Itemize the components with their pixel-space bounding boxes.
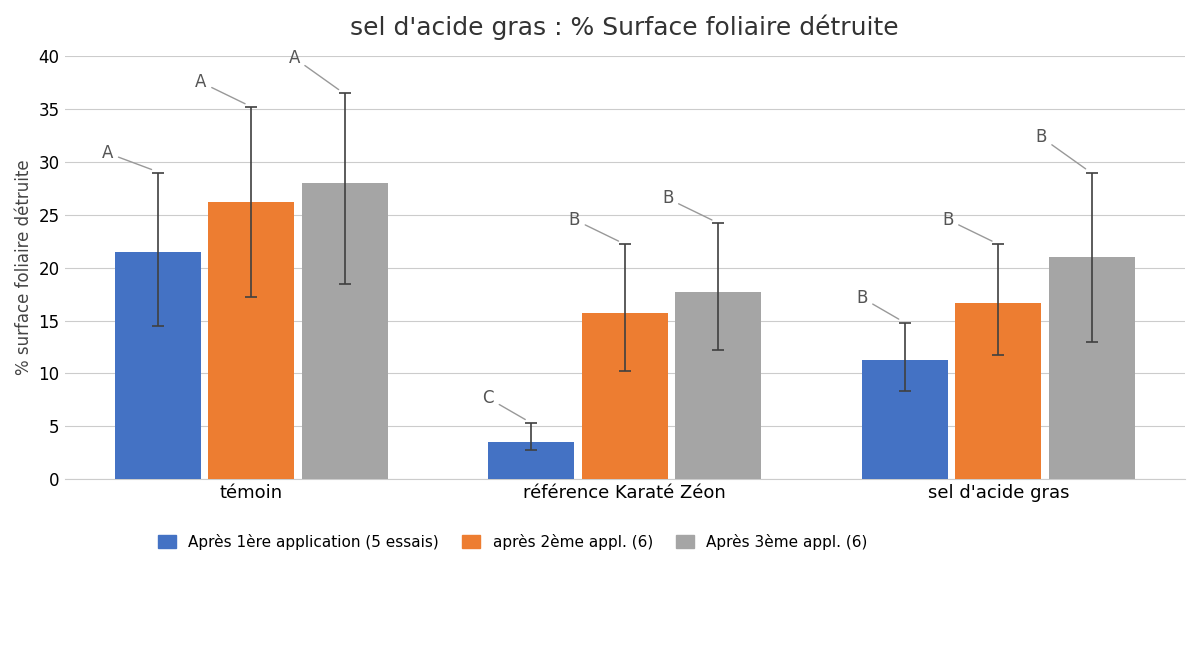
Text: A: A [102, 144, 151, 170]
Bar [582, 313, 667, 479]
Text: B: B [662, 190, 712, 220]
Bar [676, 292, 761, 479]
Bar [115, 252, 200, 479]
Text: A: A [288, 49, 338, 89]
Bar [1049, 257, 1134, 479]
Text: A: A [196, 73, 245, 104]
Text: B: B [856, 289, 899, 319]
Bar [862, 360, 948, 479]
Title: sel d'acide gras : % Surface foliaire détruite: sel d'acide gras : % Surface foliaire dé… [350, 15, 899, 40]
Text: B: B [942, 211, 992, 241]
Text: B: B [1036, 128, 1086, 169]
Bar [488, 442, 575, 479]
Y-axis label: % surface foliaire détruite: % surface foliaire détruite [16, 160, 34, 376]
Text: B: B [569, 211, 618, 241]
Bar [209, 202, 294, 479]
Legend: Après 1ère application (5 essais), après 2ème appl. (6), Après 3ème appl. (6): Après 1ère application (5 essais), après… [151, 527, 874, 556]
Text: C: C [482, 389, 526, 419]
Bar [955, 303, 1042, 479]
Bar [301, 183, 388, 479]
